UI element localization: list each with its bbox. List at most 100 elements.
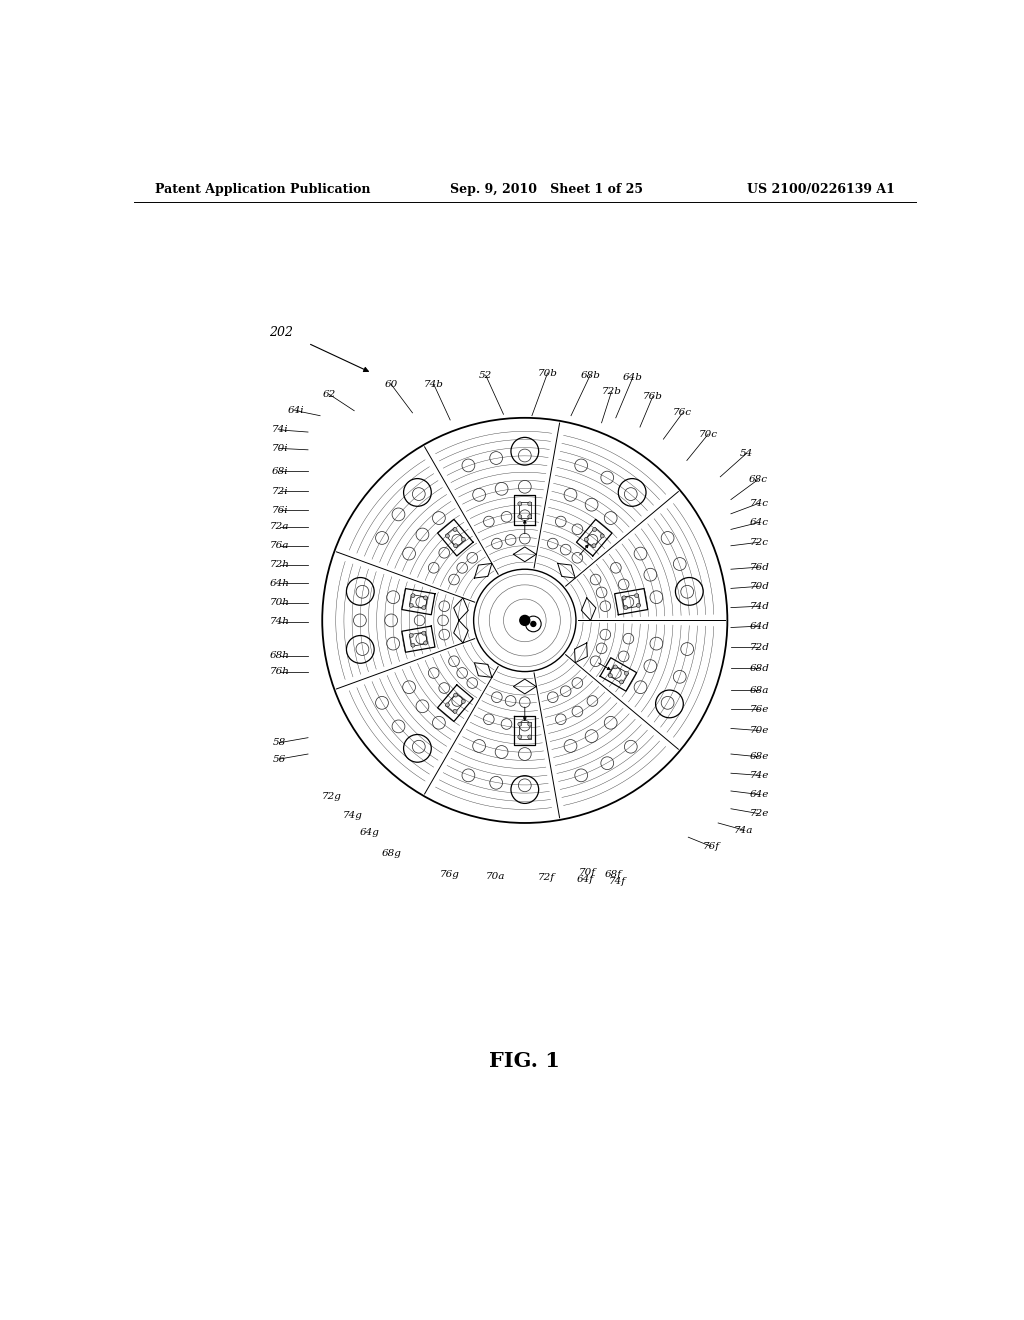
Text: 64i: 64i [288,407,304,416]
Text: 76i: 76i [271,506,288,515]
Text: 52: 52 [479,371,493,380]
Text: 64h: 64h [269,579,290,587]
Text: Sep. 9, 2010   Sheet 1 of 25: Sep. 9, 2010 Sheet 1 of 25 [450,183,643,197]
Circle shape [592,544,596,548]
Circle shape [518,735,522,739]
Text: 76a: 76a [270,541,289,550]
Circle shape [530,622,536,627]
Text: 202: 202 [269,326,293,339]
Text: 76e: 76e [750,705,769,714]
Text: 68i: 68i [271,467,288,475]
Circle shape [453,528,457,532]
Circle shape [461,537,465,541]
Circle shape [622,595,626,599]
Text: 58: 58 [273,738,287,747]
Text: 76f: 76f [702,842,720,851]
Text: 76c: 76c [673,408,692,417]
Text: 74g: 74g [343,812,362,820]
Circle shape [410,634,414,638]
Text: 64d: 64d [750,622,769,631]
Text: 64e: 64e [750,791,769,799]
Text: 72g: 72g [322,792,341,801]
Text: 68f: 68f [605,870,623,879]
Text: 70e: 70e [750,726,769,735]
Text: 74h: 74h [269,618,290,626]
Circle shape [424,642,428,645]
Text: 56: 56 [273,755,287,763]
Circle shape [453,709,457,713]
Circle shape [518,515,522,519]
Text: 64b: 64b [623,372,643,381]
Text: 72c: 72c [750,537,769,546]
Circle shape [613,665,617,669]
Text: 76h: 76h [269,667,290,676]
Circle shape [620,680,624,684]
Text: 76d: 76d [750,562,769,572]
Text: 68d: 68d [750,664,769,672]
Text: 72f: 72f [538,874,555,882]
Text: US 2100/0226139 A1: US 2100/0226139 A1 [746,183,894,197]
Text: Patent Application Publication: Patent Application Publication [156,183,371,197]
Text: 68a: 68a [750,685,769,694]
Circle shape [624,606,628,610]
Text: 68e: 68e [750,752,769,762]
Text: 68b: 68b [581,371,600,380]
Circle shape [411,594,415,598]
Text: 74c: 74c [750,499,769,508]
Circle shape [518,502,522,506]
Text: 62: 62 [323,389,336,399]
Text: 76g: 76g [440,870,460,879]
Text: 74b: 74b [424,380,443,389]
Text: 72e: 72e [750,809,769,818]
Circle shape [445,535,450,539]
Circle shape [424,595,428,599]
Text: 68g: 68g [381,849,401,858]
Circle shape [527,515,531,519]
Text: 64f: 64f [577,875,594,884]
Text: 70h: 70h [269,598,290,607]
Circle shape [600,535,604,539]
Text: 76b: 76b [643,392,663,401]
Circle shape [585,537,589,541]
Circle shape [410,603,414,607]
Circle shape [454,693,458,697]
Circle shape [625,672,629,676]
Text: 74a: 74a [734,825,754,834]
Circle shape [635,594,639,598]
Text: 70d: 70d [750,582,769,591]
Text: 72a: 72a [270,523,289,531]
Circle shape [454,544,458,548]
Text: 70f: 70f [579,869,596,878]
Text: 72h: 72h [269,561,290,569]
Text: 64g: 64g [359,828,380,837]
Circle shape [520,615,529,626]
Text: 64c: 64c [750,517,769,527]
Circle shape [411,643,415,647]
Text: 70i: 70i [271,444,288,453]
Text: 54: 54 [740,449,754,458]
Circle shape [636,603,640,607]
Circle shape [527,502,531,506]
Circle shape [518,722,522,726]
Circle shape [527,722,531,726]
Text: 70a: 70a [485,871,505,880]
Text: 68c: 68c [749,475,767,484]
Text: 72b: 72b [601,387,622,396]
Circle shape [445,702,450,706]
Text: 60: 60 [385,380,397,389]
Text: FIG. 1: FIG. 1 [489,1051,560,1071]
Text: 70c: 70c [698,430,718,438]
Text: 68h: 68h [269,652,290,660]
Circle shape [608,673,612,677]
Text: 74f: 74f [608,878,626,887]
Text: 70b: 70b [538,368,557,378]
Text: 72d: 72d [750,643,769,652]
Circle shape [461,700,465,704]
Circle shape [422,606,426,610]
Circle shape [422,631,426,635]
Text: 74i: 74i [271,425,288,434]
Text: 74e: 74e [750,771,769,780]
Text: 72i: 72i [271,487,288,495]
Circle shape [527,735,531,739]
Circle shape [593,528,597,532]
